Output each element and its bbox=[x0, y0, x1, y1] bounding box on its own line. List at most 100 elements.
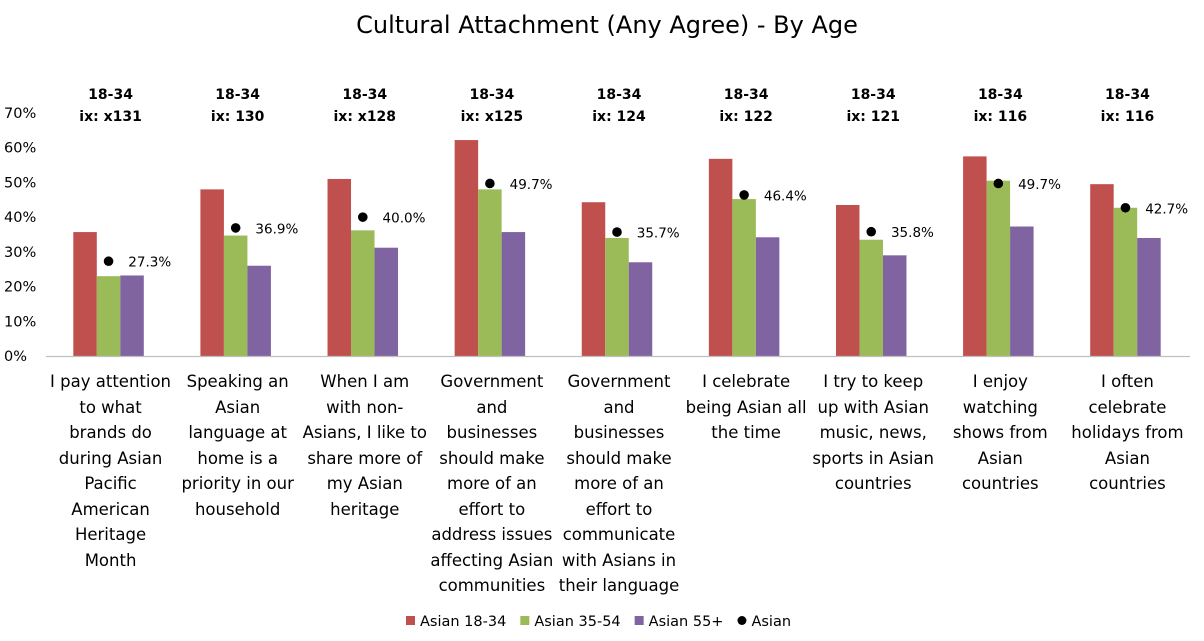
group-header: 18-34 bbox=[342, 87, 387, 103]
category-label-line: language at bbox=[188, 423, 287, 442]
category-label-line: effort to bbox=[585, 499, 653, 519]
category-label-line: being Asian all bbox=[685, 397, 807, 417]
category-label: I celebrate being Asian all the time bbox=[682, 369, 810, 446]
bar-asian-55 bbox=[247, 265, 271, 356]
asian-data-label: 49.7% bbox=[1018, 177, 1061, 193]
category-label-line: American bbox=[71, 499, 150, 519]
bar-asian-18-34 bbox=[708, 158, 733, 356]
category-label-line: I enjoy bbox=[972, 372, 1028, 391]
category-label-line: the time bbox=[711, 423, 781, 442]
category-label-line: household bbox=[194, 499, 281, 519]
bar-asian-35-54 bbox=[351, 230, 375, 356]
category-label-line: shows from bbox=[952, 423, 1048, 442]
group-header: 18-34 bbox=[597, 87, 642, 103]
index-label: ix: 124 bbox=[592, 109, 646, 125]
y-tick-label: 50% bbox=[4, 175, 36, 191]
y-tick-label: 0% bbox=[4, 349, 27, 365]
bar-asian-35-54 bbox=[859, 239, 883, 356]
category-label-line: communicate bbox=[562, 525, 676, 544]
asian-data-label: 35.7% bbox=[637, 226, 680, 242]
category-label-line: I try to keep bbox=[823, 372, 924, 391]
category-label-line: watching bbox=[962, 397, 1038, 417]
category-label-line: their language bbox=[558, 576, 680, 595]
category-label-line: celebrate bbox=[1088, 397, 1167, 417]
category-label-line: more of an bbox=[574, 474, 664, 493]
bar-asian-18-34 bbox=[1090, 184, 1114, 356]
asian-marker bbox=[485, 178, 495, 189]
category-label-line: priority in our bbox=[181, 474, 294, 493]
asian-marker bbox=[357, 212, 368, 222]
index-label: ix: x128 bbox=[333, 109, 396, 125]
legend-label: Asian bbox=[751, 614, 791, 630]
group-header: 18-34 bbox=[469, 87, 514, 103]
category-label-line: up with Asian bbox=[817, 397, 929, 417]
bar-asian-35-54 bbox=[223, 235, 248, 356]
category-label-line: countries bbox=[961, 474, 1039, 493]
asian-marker bbox=[1120, 202, 1131, 213]
category-label-line: my Asian bbox=[326, 474, 403, 493]
category-label-line: Asian bbox=[977, 448, 1023, 468]
category-label-line: sports in Asian bbox=[812, 448, 935, 468]
asian-marker bbox=[739, 190, 749, 200]
bar-asian-18-34 bbox=[454, 140, 479, 356]
index-label: ix: 116 bbox=[974, 109, 1028, 125]
category-label-line: brands do bbox=[69, 423, 152, 442]
category-label-line: holidays from bbox=[1071, 423, 1184, 442]
category-label-line: effort to bbox=[458, 499, 526, 519]
group-header: 18-34 bbox=[1105, 87, 1150, 103]
category-label: When I am with non- Asians, I like to share… bbox=[301, 369, 429, 522]
category-label-line: should make bbox=[439, 448, 545, 468]
group-header: 18-34 bbox=[215, 87, 260, 103]
bar-asian-35-54 bbox=[1113, 207, 1138, 356]
category-label-line: Month bbox=[84, 550, 137, 570]
category-label: Government and businesses should make more o… bbox=[555, 369, 683, 599]
category-label-line: communities bbox=[438, 576, 546, 595]
category-label-line: more of an bbox=[447, 474, 537, 493]
group-header: 18-34 bbox=[978, 87, 1023, 103]
category-label-line: heritage bbox=[330, 499, 400, 519]
bar-asian-55 bbox=[1010, 226, 1034, 356]
bar-asian-18-34 bbox=[581, 202, 606, 356]
bar-asian-55 bbox=[1137, 237, 1161, 356]
category-label-line: Government bbox=[567, 372, 671, 391]
y-tick-label: 70% bbox=[4, 106, 36, 122]
legend-swatch bbox=[634, 616, 644, 625]
index-label: ix: 122 bbox=[719, 109, 773, 125]
bar-asian-35-54 bbox=[986, 180, 1011, 356]
category-label-line: Government bbox=[440, 372, 544, 391]
category-label-line: When I am bbox=[320, 372, 410, 391]
legend-label: Asian 55+ bbox=[649, 614, 724, 630]
legend-label: Asian 18-34 bbox=[420, 614, 506, 630]
group-header: 18-34 bbox=[851, 87, 896, 103]
bar-asian-55 bbox=[628, 262, 653, 356]
category-label: Government and businesses should make more o… bbox=[428, 369, 556, 599]
bar-asian-35-54 bbox=[605, 237, 629, 356]
asian-marker bbox=[993, 178, 1004, 189]
category-label-line: should make bbox=[566, 448, 672, 468]
category-label-line: during Asian bbox=[58, 448, 163, 468]
legend-swatch bbox=[406, 616, 415, 625]
category-label: I enjoy watching shows from Asian countries bbox=[936, 369, 1064, 497]
bar-asian-55 bbox=[374, 247, 399, 356]
asian-data-label: 35.8% bbox=[891, 225, 934, 241]
bar-asian-18-34 bbox=[73, 232, 97, 356]
bar-asian-18-34 bbox=[327, 178, 352, 356]
bar-asian-18-34 bbox=[200, 189, 224, 356]
asian-marker bbox=[612, 227, 622, 237]
bar-asian-18-34 bbox=[835, 204, 860, 356]
bar-asian-55 bbox=[882, 255, 907, 356]
category-label-line: Asian bbox=[215, 397, 261, 417]
legend-marker bbox=[737, 616, 747, 625]
category-label-line: with non- bbox=[326, 397, 404, 417]
category-label-line: Asians, I like to bbox=[302, 423, 427, 442]
asian-data-label: 27.3% bbox=[128, 255, 171, 271]
bar-asian-55 bbox=[755, 237, 780, 356]
bar-asian-35-54 bbox=[96, 276, 121, 356]
category-label-line: Asian bbox=[1104, 448, 1150, 468]
category-label-line: countries bbox=[834, 474, 912, 493]
category-label-line: share more of bbox=[307, 448, 423, 468]
asian-data-label: 49.7% bbox=[510, 177, 553, 193]
category-label-line: Heritage bbox=[74, 525, 147, 544]
y-tick-label: 10% bbox=[4, 314, 36, 330]
